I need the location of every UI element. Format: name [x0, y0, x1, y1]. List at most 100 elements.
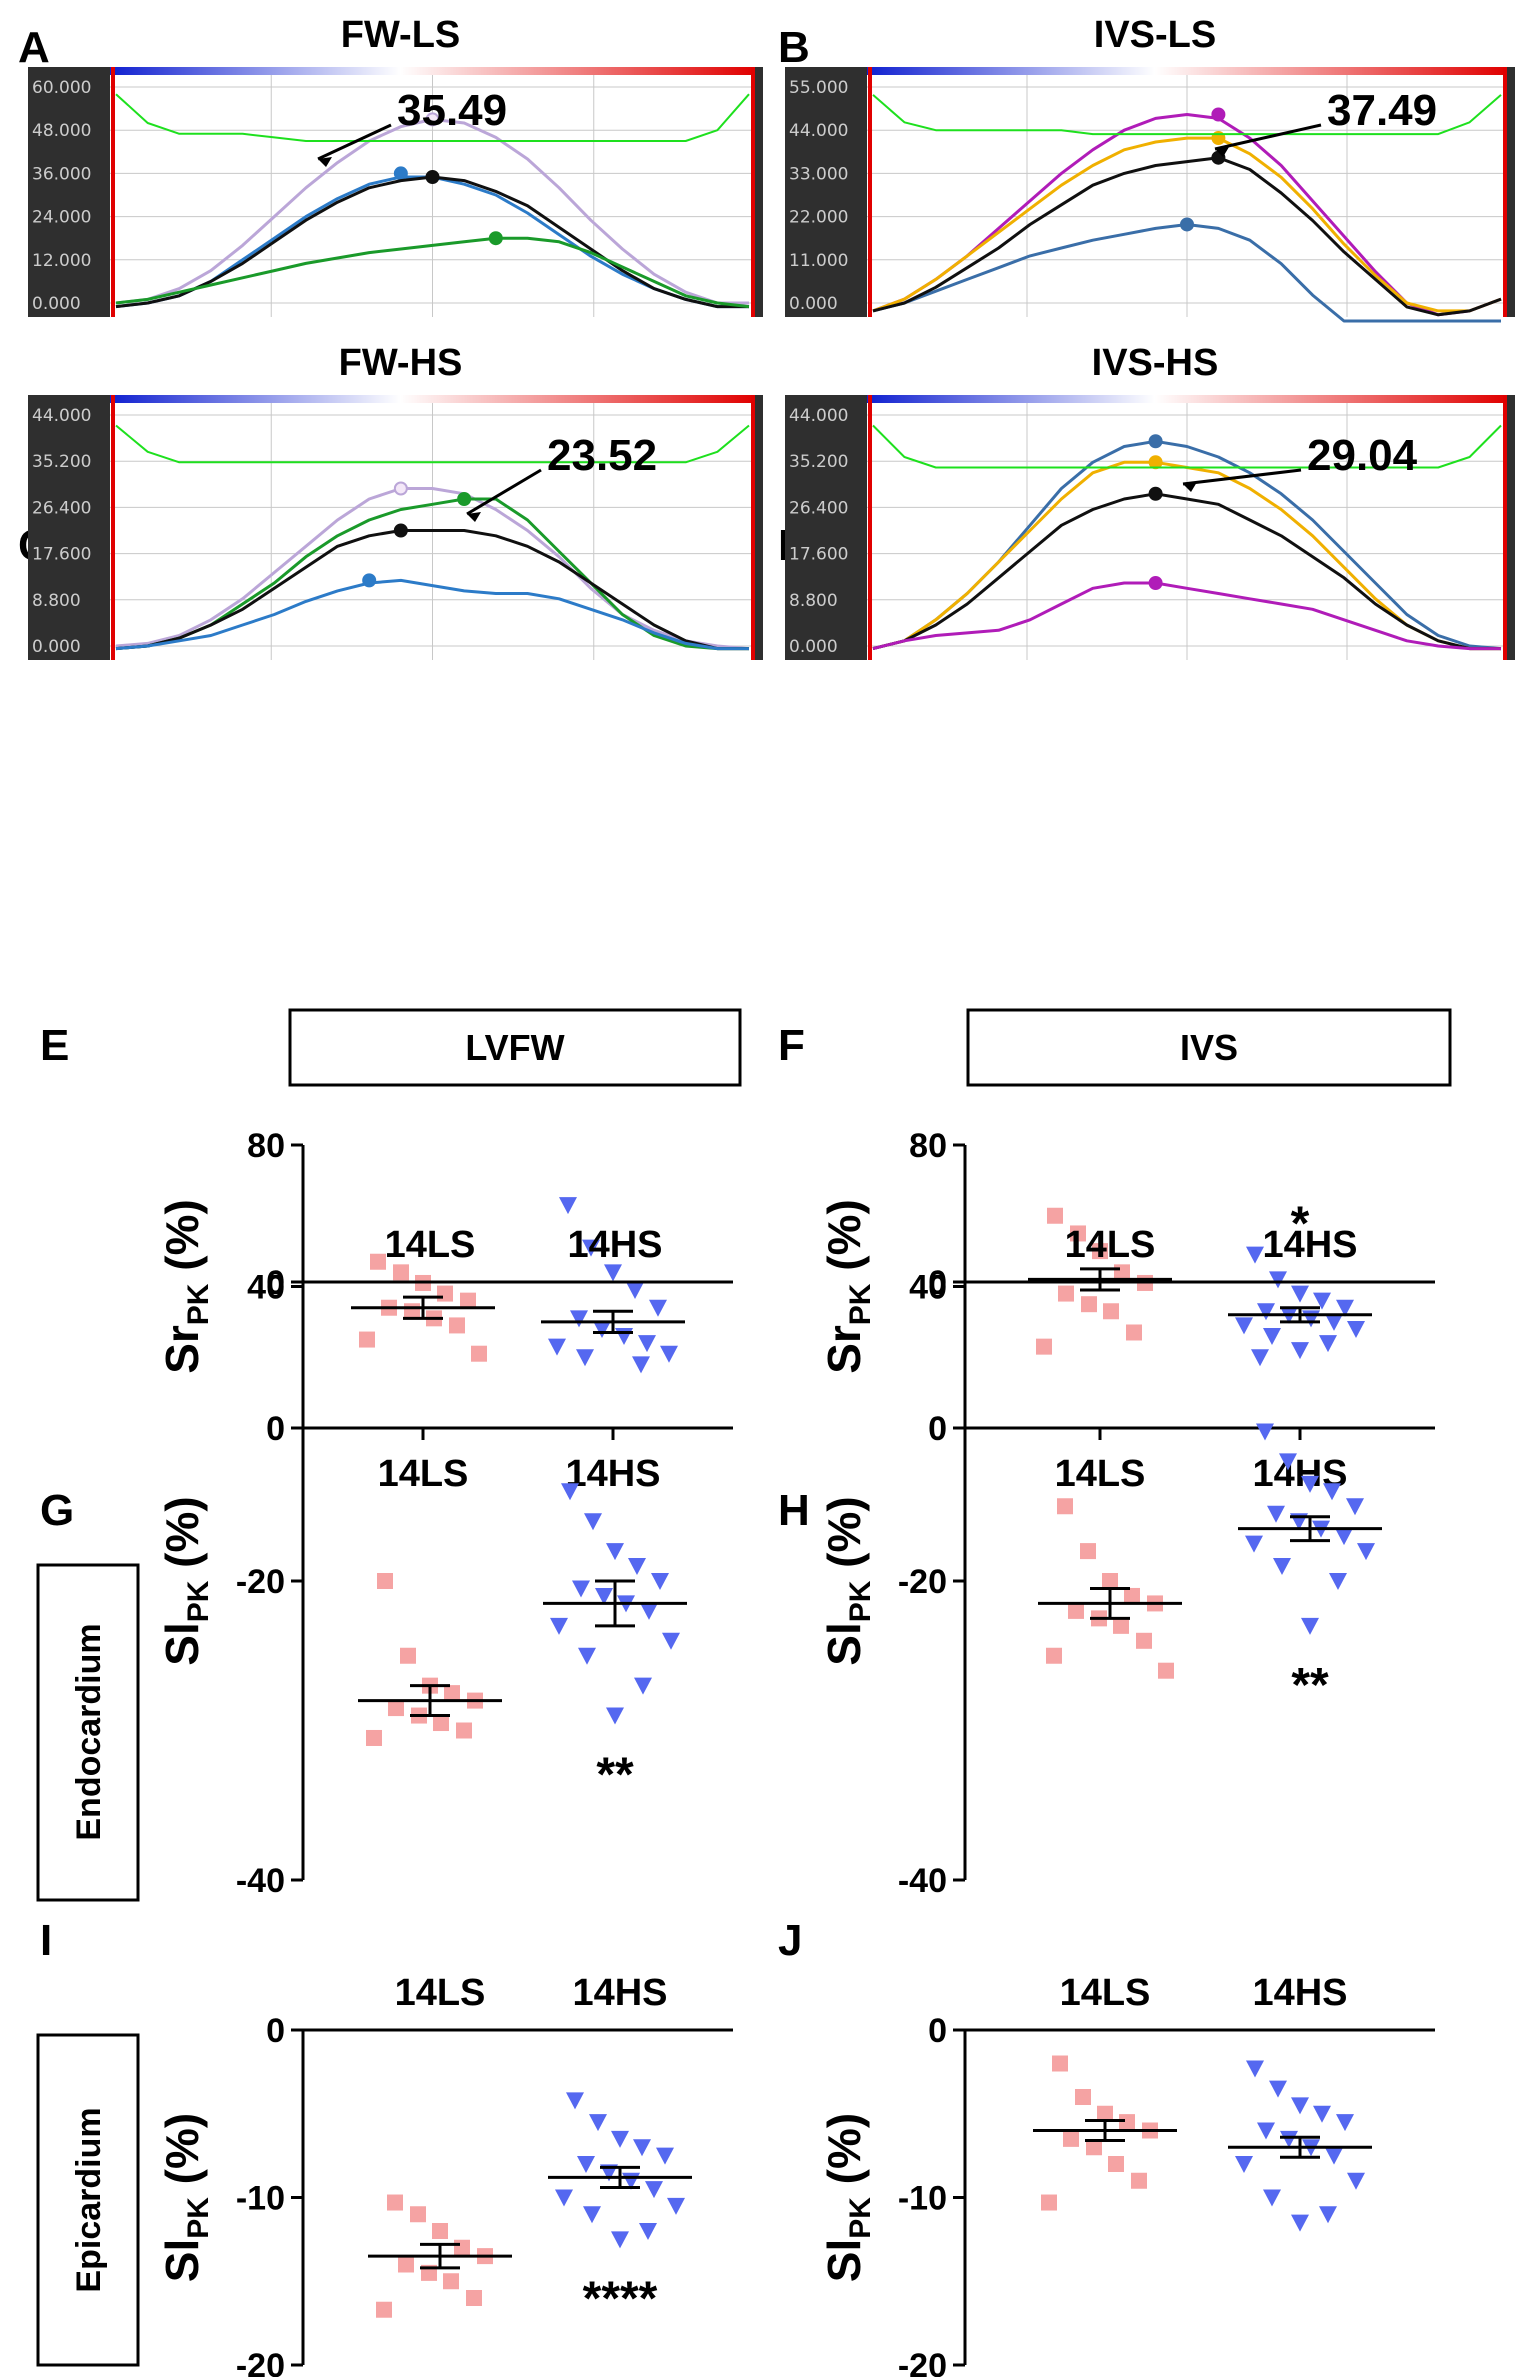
- data-point-14LS: [1086, 2139, 1102, 2156]
- data-point-14HS: [1291, 1342, 1309, 1360]
- chart-title-b: IVS-LS: [1094, 14, 1216, 56]
- y-axis-label: SlPK (%): [156, 2113, 215, 2282]
- panel-label-i: I: [40, 1916, 52, 1965]
- peak-marker-black: [393, 523, 408, 538]
- data-point-14LS: [1036, 1338, 1052, 1355]
- data-point-14HS: [1313, 2105, 1331, 2123]
- significance-marker-f: *: [1291, 1198, 1310, 1251]
- data-point-14HS: [1325, 1313, 1343, 1331]
- panel-label-h: H: [778, 1486, 810, 1535]
- data-point-14HS: [611, 2231, 629, 2249]
- scatter-chart-j: 0 -10 -20 14LS 14HS SlPK (%): [818, 1972, 1435, 2377]
- line-chart-a: 60.000 48.000 36.000 24.000 12.000 0.000 35.49: [28, 67, 763, 317]
- y-tick-label: -20: [236, 1563, 285, 1601]
- y-tick-label: -10: [236, 2180, 285, 2218]
- data-point-14HS: [1280, 2130, 1298, 2148]
- data-point-14LS: [456, 1722, 472, 1739]
- peak-marker-gold: [1148, 455, 1163, 470]
- data-point-14HS: [1279, 1453, 1297, 1471]
- peak-marker-green: [457, 492, 472, 506]
- data-point-14LS: [1092, 1243, 1108, 1260]
- y-tick-label: -20: [898, 1563, 947, 1601]
- data-point-14LS: [432, 2223, 448, 2239]
- data-point-14HS: [626, 1282, 644, 1300]
- x-category-label: 14LS: [1055, 1453, 1146, 1495]
- data-point-14LS: [460, 1292, 476, 1309]
- y-label-unit: (%): [818, 1496, 870, 1580]
- annotation-arrow-d: [1182, 468, 1302, 486]
- series-line-lime: [872, 424, 1502, 469]
- data-point-14HS: [583, 2206, 601, 2224]
- y-label-main: Sr: [156, 1325, 208, 1374]
- data-point-14LS: [1119, 2114, 1135, 2131]
- data-point-14HS: [1319, 1335, 1337, 1353]
- y-tick-label: -10: [898, 2180, 947, 2218]
- y-tick-label: 0.000: [32, 294, 81, 314]
- data-point-14LS: [410, 2206, 426, 2223]
- data-point-14HS: [595, 1587, 613, 1605]
- data-point-14LS: [400, 1647, 416, 1664]
- data-point-14HS: [1313, 1292, 1331, 1310]
- data-point-14HS: [628, 1558, 646, 1576]
- data-point-14HS: [555, 2189, 573, 2207]
- y-tick-label: 0: [266, 2012, 285, 2050]
- series-line-blue: [115, 578, 749, 651]
- y-tick-label: 0.000: [32, 637, 81, 657]
- data-point-14HS: [1263, 1328, 1281, 1346]
- data-point-14HS: [584, 1513, 602, 1531]
- data-point-14HS: [566, 2092, 584, 2110]
- y-tick-label: 0: [928, 1264, 947, 1302]
- data-point-14HS: [1257, 2122, 1275, 2140]
- data-point-14HS: [1336, 1299, 1354, 1317]
- data-point-14LS: [443, 2273, 459, 2290]
- panel-label-a: A: [18, 23, 50, 72]
- x-category-label: 14LS: [1060, 1972, 1151, 2014]
- data-point-14HS: [1263, 2189, 1281, 2207]
- y-tick-label: 0.000: [789, 637, 838, 657]
- data-point-14HS: [572, 1580, 590, 1598]
- lvfw-label: LVFW: [465, 1027, 564, 1068]
- data-point-14LS: [437, 1285, 453, 1302]
- data-point-14HS: [1246, 2060, 1264, 2078]
- scatter-chart-i: 0 -10 -20 14LS 14HS SlPK (%) ****: [156, 1972, 733, 2377]
- endocardium-box: [36, 1563, 140, 1902]
- x-category-label: 14LS: [385, 1224, 476, 1266]
- ivs-label: IVS: [1180, 1027, 1238, 1068]
- data-point-14HS: [1347, 1320, 1365, 1338]
- y-tick-label: 60.000: [32, 78, 91, 98]
- x-category-label: 14HS: [567, 1224, 662, 1266]
- arrow-head-d: [1183, 482, 1197, 492]
- data-point-14HS: [611, 2130, 629, 2148]
- arrow-head-c: [467, 512, 481, 522]
- colorbar: [867, 395, 1507, 403]
- series-line-lavender: [115, 487, 750, 651]
- data-point-14LS: [433, 1715, 449, 1732]
- annotation-arrow-b: [1214, 123, 1322, 151]
- y-label-unit: (%): [156, 1496, 208, 1580]
- data-point-14HS: [593, 1320, 611, 1338]
- data-point-14HS: [582, 1239, 600, 1257]
- data-point-14HS: [589, 2114, 607, 2132]
- y-tick-label: 8.800: [32, 591, 81, 611]
- y-tick-label: 40: [909, 1269, 947, 1307]
- y-label-unit: (%): [156, 2113, 208, 2197]
- data-point-14HS: [561, 1483, 579, 1501]
- panel-label-b: B: [778, 23, 810, 72]
- data-point-14LS: [376, 2301, 392, 2318]
- data-point-14HS: [1291, 1285, 1309, 1303]
- peak-marker-lavender: [393, 481, 408, 496]
- data-point-14HS: [1256, 1423, 1274, 1441]
- y-tick-label: 55.000: [789, 78, 848, 98]
- y-label-unit: (%): [156, 1199, 208, 1283]
- data-point-14LS: [1063, 2130, 1079, 2147]
- data-point-14LS: [466, 2290, 482, 2306]
- significance-marker-h: **: [1291, 1659, 1329, 1712]
- data-point-14HS: [1329, 1573, 1347, 1590]
- y-tick-label: -40: [898, 1862, 947, 1900]
- data-point-14HS: [1347, 2172, 1365, 2190]
- data-point-14HS: [632, 1356, 650, 1374]
- x-category-label: 14HS: [1262, 1224, 1357, 1266]
- y-tick-label: 17.600: [789, 545, 848, 565]
- data-point-14HS: [1291, 2097, 1309, 2115]
